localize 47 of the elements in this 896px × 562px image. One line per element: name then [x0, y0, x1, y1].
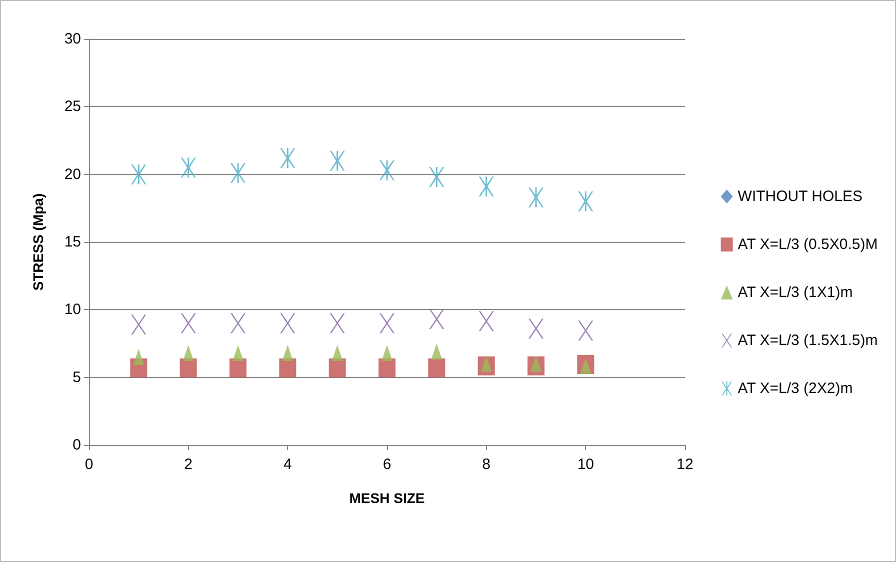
x-tick-label: 2	[184, 456, 193, 473]
point	[280, 148, 296, 168]
point	[429, 167, 444, 188]
y-tick-label: 0	[72, 436, 81, 454]
y-tick-label: 10	[64, 301, 81, 318]
legend-label: AT X=L/3 (1X1)m	[738, 284, 853, 301]
point	[478, 176, 494, 197]
x-tick-label: 0	[84, 456, 94, 473]
point	[230, 313, 246, 334]
point	[131, 314, 146, 335]
point	[280, 313, 296, 334]
point	[330, 150, 345, 171]
point	[330, 313, 345, 334]
y-tick-label: 15	[64, 234, 81, 250]
legend-label: AT X=L/3 (0.5X0.5)M	[738, 236, 878, 253]
x-tick-label: 6	[382, 456, 392, 473]
y-tick-label: 30	[64, 30, 81, 48]
x-tick-label: 10	[577, 456, 594, 473]
point	[328, 358, 346, 378]
point	[528, 187, 544, 208]
point	[429, 309, 444, 330]
point	[279, 358, 296, 378]
legend-label: WITHOUT HOLES	[738, 188, 863, 205]
y-tick-label: 5	[72, 368, 81, 386]
y-axis-title: STRESS (Mpa)	[30, 193, 46, 291]
point	[180, 358, 197, 378]
y-tick-label: 20	[64, 166, 81, 183]
x-axis-title: MESH SIZE	[349, 490, 425, 506]
x-tick-label: 12	[676, 456, 694, 473]
point	[528, 318, 544, 339]
point	[230, 162, 246, 183]
legend-label: AT X=L/3 (1.5X1.5)m	[738, 332, 878, 349]
point	[380, 313, 394, 334]
x-tick-label: 8	[482, 456, 491, 473]
y-tick-label: 25	[64, 98, 81, 116]
point	[230, 358, 246, 378]
point	[380, 160, 394, 180]
point	[578, 191, 594, 212]
point	[478, 311, 494, 332]
x-tick-label: 4	[283, 456, 292, 473]
point	[180, 158, 196, 178]
point	[428, 358, 446, 378]
legend-label: AT X=L/3 (2X2)m	[738, 380, 853, 397]
point	[180, 313, 196, 334]
point	[131, 164, 146, 184]
point	[378, 358, 396, 378]
point	[578, 320, 594, 341]
